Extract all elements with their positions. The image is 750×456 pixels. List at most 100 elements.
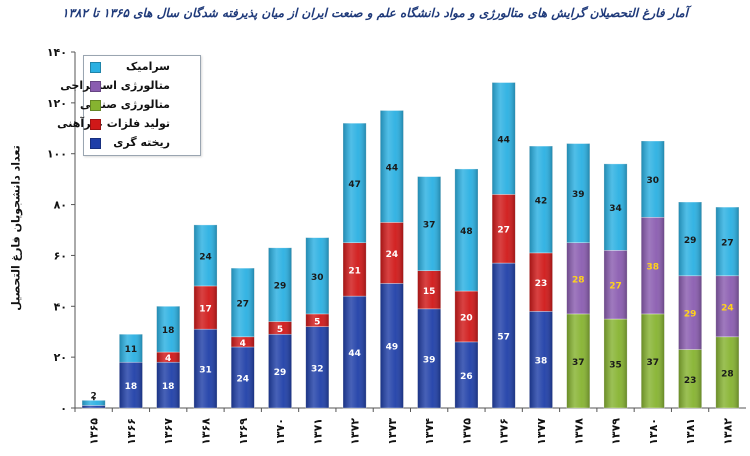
- data-label: 23: [684, 376, 697, 386]
- x-tick-label: ۱۳۶۸: [199, 418, 212, 445]
- data-label: 27: [236, 299, 249, 309]
- bar-sheen: [492, 82, 516, 195]
- data-label: 37: [423, 221, 436, 231]
- bar-sheen: [715, 275, 739, 337]
- data-label: 35: [609, 361, 622, 371]
- legend-swatch-nonferrous: [90, 119, 101, 130]
- legend-item-ceramic: سرامیک: [126, 60, 170, 74]
- data-label: 44: [386, 163, 399, 173]
- bar-sheen: [678, 349, 702, 408]
- bar-sheen: [715, 207, 739, 276]
- x-tick-label: ۱۳۷۷: [535, 418, 548, 445]
- data-label: 47: [348, 180, 361, 190]
- bar-sheen: [715, 336, 739, 408]
- data-label: 48: [460, 227, 473, 237]
- x-tick-label: ۱۳۷۶: [498, 418, 511, 445]
- data-label: 2: [91, 391, 97, 401]
- data-label: 57: [497, 333, 510, 343]
- legend-label-ceramic: سرامیک: [126, 60, 170, 73]
- x-tick-label: ۱۳۸۱: [684, 418, 697, 445]
- data-label: 18: [125, 382, 138, 392]
- data-label: 38: [647, 263, 660, 273]
- legend-swatch-ceramic: [90, 62, 101, 73]
- legend-label-industrial: متالورژی صنعتی: [80, 98, 170, 111]
- data-label: 24: [236, 374, 249, 384]
- data-label: 21: [348, 266, 361, 276]
- bar-sheen: [343, 296, 367, 408]
- data-label: 44: [348, 349, 361, 359]
- bar-sheen: [231, 268, 255, 337]
- data-label: 23: [535, 279, 548, 289]
- data-label: 27: [721, 238, 734, 248]
- data-label: 27: [497, 226, 510, 236]
- bar-sheen: [454, 341, 478, 408]
- bar-sheen: [193, 224, 218, 286]
- bar-sheen: [641, 217, 665, 314]
- data-label: 24: [386, 250, 399, 260]
- data-label: 5: [314, 317, 320, 327]
- data-label: 42: [535, 196, 548, 206]
- data-label: 39: [572, 190, 585, 200]
- bar-sheen: [678, 275, 702, 350]
- bar-sheen: [380, 222, 404, 284]
- x-tick-label: ۱۳۶۵: [88, 418, 101, 445]
- bar-sheen: [156, 352, 180, 363]
- bar-sheen: [343, 242, 367, 297]
- data-label: 24: [199, 252, 212, 262]
- legend-item-casting: ریخته گری: [113, 136, 170, 150]
- legend-label-nonferrous: تولید فلزات غیرآهنی: [57, 117, 170, 130]
- bar-sheen: [566, 313, 590, 408]
- y-axis-label: تعداد دانشجویان فارغ التحصیل: [9, 145, 23, 311]
- bar-sheen: [566, 143, 590, 243]
- data-label: 15: [423, 287, 436, 297]
- y-tick-label: ۸۰: [54, 199, 67, 212]
- data-label: 30: [311, 273, 324, 283]
- bar-sheen: [268, 247, 292, 322]
- x-tick-label: ۱۳۶۷: [162, 418, 175, 445]
- data-label: 18: [162, 326, 175, 336]
- data-label: 26: [460, 372, 473, 382]
- data-label: 17: [199, 305, 212, 315]
- legend-swatch-industrial: [90, 100, 101, 111]
- data-label: 5: [277, 325, 283, 335]
- bar-sheen: [231, 336, 255, 347]
- bar-sheen: [305, 326, 329, 408]
- x-tick-label: ۱۳۷۱: [311, 418, 324, 445]
- bar-sheen: [454, 168, 478, 292]
- y-tick-label: ۱۰۰: [47, 148, 67, 161]
- bar-sheen: [641, 141, 665, 218]
- bar-sheen: [193, 329, 218, 408]
- x-tick-label: ۱۳۸۰: [647, 418, 660, 445]
- data-label: 28: [572, 275, 585, 285]
- data-label: 30: [647, 176, 660, 186]
- data-label: 39: [423, 355, 436, 365]
- y-tick-label: ۱۲۰: [47, 97, 67, 110]
- bar-sheen: [603, 319, 628, 408]
- bar-sheen: [417, 308, 441, 408]
- data-label: 18: [162, 382, 175, 392]
- y-tick-label: ۱۴۰: [47, 46, 67, 59]
- bar-sheen: [380, 110, 404, 223]
- x-tick-label: ۱۳۷۳: [386, 418, 399, 445]
- data-label: 37: [572, 358, 585, 368]
- bar-sheen: [231, 346, 255, 408]
- data-label: 11: [125, 345, 138, 355]
- x-tick-label: ۱۳۷۲: [349, 418, 362, 445]
- chart-title: آمار فارغ التحصیلان گرایش های متالورژی و…: [62, 6, 688, 20]
- data-label: 34: [609, 204, 622, 214]
- bar-sheen: [119, 334, 143, 363]
- x-tick-label: ۱۳۸۲: [721, 418, 734, 445]
- bar-sheen: [193, 285, 218, 330]
- bar-sheen: [156, 362, 180, 408]
- legend-swatch-extractive: [90, 81, 101, 92]
- axes: ۰ ۲۰ ۴۰ ۶۰ ۸۰ ۱۰۰ ۱۲۰ ۱۴۰ ۱۳۶۵ ۱۳۶۶ ۱۳۶۷ ۱۳۶۸ ۱۳۶۹ ۱۳…: [47, 46, 746, 445]
- data-label: 4: [165, 354, 171, 364]
- x-tick-label: ۱۳۶۹: [237, 418, 250, 445]
- x-tick-label: ۱۳۷۰: [274, 418, 287, 445]
- data-label: 4: [240, 339, 246, 349]
- data-label: 29: [274, 282, 287, 292]
- bar-sheen: [119, 362, 143, 408]
- x-tick-label: ۱۳۷۵: [460, 418, 473, 445]
- x-tick-label: ۱۳۷۴: [423, 418, 436, 445]
